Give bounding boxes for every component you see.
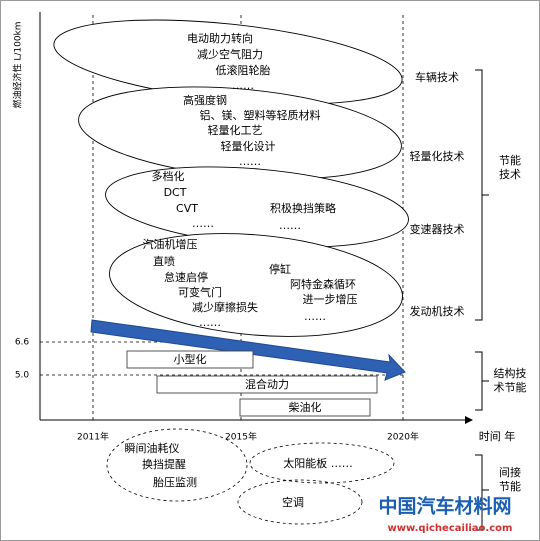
item: 怠速启停	[164, 270, 208, 284]
item: 减少空气阻力	[197, 47, 263, 61]
x-mark: 2015年	[225, 431, 257, 443]
item: 轻量化设计	[221, 139, 276, 153]
item: 小型化	[174, 352, 207, 366]
y-mark: 6.6	[15, 338, 30, 348]
item: 高强度钢	[183, 93, 227, 107]
item: 换挡提醒	[142, 457, 186, 471]
indirect-ellipse	[237, 479, 363, 525]
item: 可变气门	[178, 285, 222, 299]
indirect-ellipse	[249, 442, 395, 484]
group-label: 变速器技术	[410, 222, 465, 236]
bracket	[475, 69, 489, 321]
item: 低滚阻轮胎	[216, 63, 271, 77]
watermark-url: www.qichecailiao.com	[388, 523, 513, 534]
item: 瞬间油耗仪	[125, 441, 180, 455]
item: ……	[232, 79, 254, 92]
watermark: 中国汽车材料网	[378, 495, 511, 518]
y-mark: 5.0	[15, 371, 30, 381]
item: 柴油化	[289, 400, 322, 414]
bracket-label: 节能技术	[499, 153, 521, 181]
item: CVT	[176, 202, 198, 215]
x-label: 时间 年	[479, 429, 516, 443]
item: 铝、镁、塑料等轻质材料	[200, 108, 321, 122]
item: 电动助力转向	[187, 31, 253, 45]
item: 进一步增压	[303, 292, 358, 306]
item: ……	[279, 219, 301, 232]
item: ……	[199, 316, 221, 329]
structure-box	[239, 398, 371, 417]
tech-ellipse	[109, 233, 403, 337]
x-mark: 2020年	[387, 431, 419, 443]
item: 轻量化工艺	[208, 123, 263, 137]
item: 汽油机增压	[143, 237, 198, 251]
bracket-label: 结构技术节能	[494, 366, 527, 394]
item: 阿特金森循环	[290, 277, 356, 291]
bracket-label: 间接节能	[499, 466, 521, 493]
item: ……	[304, 310, 326, 323]
structure-box	[126, 350, 254, 369]
bracket	[475, 351, 489, 411]
item: DCT	[164, 186, 187, 199]
item: 太阳能板 ……	[283, 456, 353, 470]
item: ……	[239, 155, 261, 168]
item: ……	[192, 217, 214, 230]
group-label: 车辆技术	[415, 70, 459, 84]
x-mark: 2011年	[77, 431, 109, 443]
item: 空调	[282, 495, 304, 509]
item: 减少摩擦损失	[192, 300, 258, 314]
indirect-ellipse	[106, 428, 248, 502]
group-label: 发动机技术	[410, 304, 465, 318]
item: 停缸	[269, 262, 291, 276]
y-label: 燃油经济性 L/100km	[12, 21, 24, 108]
structure-box	[156, 375, 378, 394]
item: 直喷	[153, 254, 175, 268]
trend-arrow	[90, 319, 406, 381]
item: 混合动力	[245, 377, 289, 391]
item: 胎压监测	[153, 475, 197, 489]
item: 多档化	[152, 169, 185, 183]
group-label: 轻量化技术	[410, 149, 465, 163]
bracket	[475, 454, 489, 531]
item: 积极换挡策略	[270, 201, 336, 215]
